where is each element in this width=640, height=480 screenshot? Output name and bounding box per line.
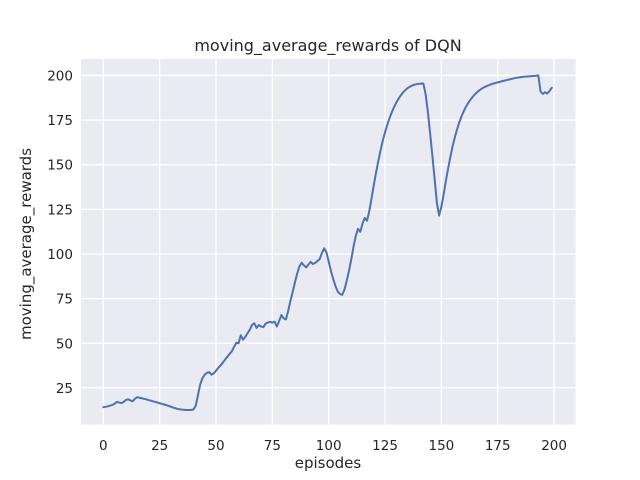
x-tick-label: 125: [372, 438, 398, 454]
x-tick-label: 150: [429, 438, 455, 454]
x-tick-label: 0: [99, 438, 108, 454]
x-tick-label: 75: [264, 438, 281, 454]
x-tick-label: 50: [207, 438, 224, 454]
y-axis-label: moving_average_rewards: [17, 148, 36, 340]
x-axis-tick-labels: 0 25 50 75 100 125 150 175 200: [99, 438, 567, 454]
y-tick-label: 200: [47, 68, 73, 84]
y-tick-label: 100: [47, 247, 73, 263]
gridlines: [81, 59, 576, 425]
x-tick-label: 100: [316, 438, 342, 454]
y-tick-label: 25: [56, 381, 73, 397]
y-tick-label: 125: [47, 202, 73, 218]
y-tick-label: 75: [56, 292, 73, 308]
x-axis-label: episodes: [295, 454, 362, 472]
data-series: [102, 74, 553, 412]
y-tick-label: 150: [47, 158, 73, 174]
y-tick-label: 175: [47, 113, 73, 129]
x-tick-label: 200: [541, 438, 567, 454]
x-tick-label: 25: [151, 438, 168, 454]
reward-line: [102, 74, 553, 412]
chart-title: moving_average_rewards of DQN: [194, 36, 461, 56]
y-tick-label: 50: [56, 336, 73, 352]
y-axis-tick-labels: 25 50 75 100 125 150 175 200: [47, 68, 73, 396]
x-tick-label: 175: [485, 438, 511, 454]
